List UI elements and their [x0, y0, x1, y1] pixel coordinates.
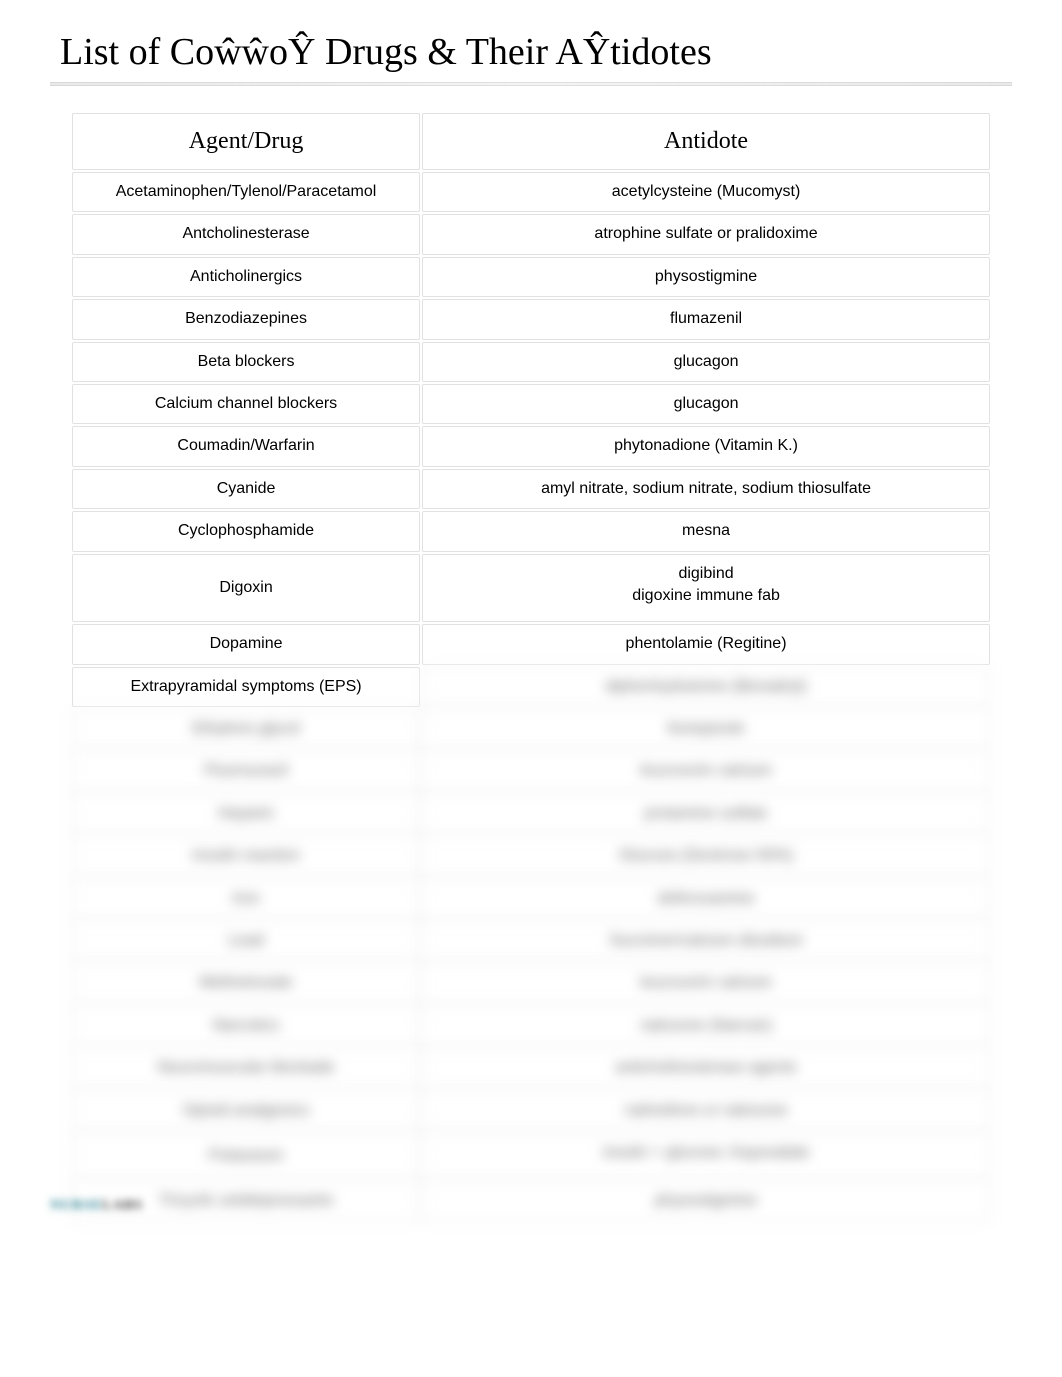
- table-row: Dopaminephentolamie (Regitine): [72, 624, 990, 664]
- table-row: Anticholinergicsphysostigmine: [72, 257, 990, 297]
- table-row: Calcium channel blockersglucagon: [72, 384, 990, 424]
- table-row: Narcoticsnaloxone (Narcan): [72, 1006, 990, 1046]
- antidote-cell: physostigmine: [422, 1181, 990, 1221]
- antidote-cell: nalmefene or naloxone: [422, 1091, 990, 1131]
- table-row: Neuromuscular blockadeanticholinesterase…: [72, 1048, 990, 1088]
- table-row: Beta blockersglucagon: [72, 342, 990, 382]
- agent-cell: Fluorouracil: [72, 751, 420, 791]
- column-header-antidote: Antidote: [422, 113, 990, 170]
- table-row: Acetaminophen/Tylenol/Paracetamolacetylc…: [72, 172, 990, 212]
- agent-cell: Opioid analgesics: [72, 1091, 420, 1131]
- drug-antidote-table-container: Agent/Drug Antidote Acetaminophen/Tyleno…: [70, 111, 992, 1224]
- agent-cell: Insulin reaction: [72, 836, 420, 876]
- agent-cell: Antcholinesterase: [72, 214, 420, 254]
- agent-cell: Acetaminophen/Tylenol/Paracetamol: [72, 172, 420, 212]
- antidote-cell: phytonadione (Vitamin K.): [422, 426, 990, 466]
- table-row: Benzodiazepinesflumazenil: [72, 299, 990, 339]
- table-row: Extrapyramidal symptoms (EPS)diphenhydra…: [72, 667, 990, 707]
- agent-cell: Dopamine: [72, 624, 420, 664]
- antidote-cell: deferoxamine: [422, 879, 990, 919]
- drug-antidote-table: Agent/Drug Antidote Acetaminophen/Tyleno…: [70, 111, 992, 1224]
- table-body: Acetaminophen/Tylenol/Paracetamolacetylc…: [72, 172, 990, 1222]
- table-row: Ethylene glycolfomepizole: [72, 709, 990, 749]
- antidote-cell: glucagon: [422, 384, 990, 424]
- antidote-cell: Glucose (Dextrose 50%): [422, 836, 990, 876]
- antidote-cell: naloxone (Narcan): [422, 1006, 990, 1046]
- agent-cell: Extrapyramidal symptoms (EPS): [72, 667, 420, 707]
- table-row: Antcholinesteraseatrophine sulfate or pr…: [72, 214, 990, 254]
- table-row: Cyanideamyl nitrate, sodium nitrate, sod…: [72, 469, 990, 509]
- agent-cell: Beta blockers: [72, 342, 420, 382]
- table-row: Potassiuminsulin + glucose; Kayexalate: [72, 1133, 990, 1179]
- agent-cell: Heparin: [72, 794, 420, 834]
- antidote-cell: digibinddigoxine immune fab: [422, 554, 990, 623]
- antidote-cell: flumazenil: [422, 299, 990, 339]
- antidote-cell: anticholinesterase agents: [422, 1048, 990, 1088]
- table-row: Coumadin/Warfarinphytonadione (Vitamin K…: [72, 426, 990, 466]
- antidote-cell: diphenhydramine (Benadryl): [422, 667, 990, 707]
- table-row: Tricyclic antidepressantsphysostigmine: [72, 1181, 990, 1221]
- agent-cell: Calcium channel blockers: [72, 384, 420, 424]
- agent-cell: Digoxin: [72, 554, 420, 623]
- agent-cell: Iron: [72, 879, 420, 919]
- table-row: Opioid analgesicsnalmefene or naloxone: [72, 1091, 990, 1131]
- antidote-cell: amyl nitrate, sodium nitrate, sodium thi…: [422, 469, 990, 509]
- antidote-cell: atrophine sulfate or pralidoxime: [422, 214, 990, 254]
- agent-cell: Narcotics: [72, 1006, 420, 1046]
- footer-logo: NURSELABS: [50, 1198, 143, 1214]
- antidote-cell: physostigmine: [422, 257, 990, 297]
- table-row: Heparinprotamine sulfate: [72, 794, 990, 834]
- agent-cell: Lead: [72, 921, 420, 961]
- table-row: LeadSuccimer/calcium disodium: [72, 921, 990, 961]
- footer-brand-1: NURSE: [50, 1198, 102, 1213]
- antidote-cell: acetylcysteine (Mucomyst): [422, 172, 990, 212]
- agent-cell: Benzodiazepines: [72, 299, 420, 339]
- agent-cell: Neuromuscular blockade: [72, 1048, 420, 1088]
- title-underline: [50, 82, 1012, 86]
- antidote-cell: phentolamie (Regitine): [422, 624, 990, 664]
- footer-brand-2: LABS: [102, 1198, 143, 1213]
- antidote-cell: protamine sulfate: [422, 794, 990, 834]
- antidote-cell: mesna: [422, 511, 990, 551]
- table-header-row: Agent/Drug Antidote: [72, 113, 990, 170]
- agent-cell: Cyclophosphamide: [72, 511, 420, 551]
- table-row: Irondeferoxamine: [72, 879, 990, 919]
- table-row: Methotrexateleucovorin calcium: [72, 963, 990, 1003]
- table-row: Digoxindigibinddigoxine immune fab: [72, 554, 990, 623]
- antidote-cell: insulin + glucose; Kayexalate: [422, 1133, 990, 1179]
- antidote-cell: fomepizole: [422, 709, 990, 749]
- agent-cell: Potassium: [72, 1133, 420, 1179]
- agent-cell: Ethylene glycol: [72, 709, 420, 749]
- agent-cell: Cyanide: [72, 469, 420, 509]
- column-header-agent: Agent/Drug: [72, 113, 420, 170]
- agent-cell: Anticholinergics: [72, 257, 420, 297]
- antidote-cell: leucovorin calcium: [422, 963, 990, 1003]
- agent-cell: Methotrexate: [72, 963, 420, 1003]
- antidote-cell: glucagon: [422, 342, 990, 382]
- table-row: Insulin reactionGlucose (Dextrose 50%): [72, 836, 990, 876]
- page-title: List of CoŵŵoŶ Drugs & Their AŶtidotes: [50, 30, 1012, 74]
- table-row: Cyclophosphamidemesna: [72, 511, 990, 551]
- table-row: Fluorouracilleucovorin calcium: [72, 751, 990, 791]
- antidote-cell: Succimer/calcium disodium: [422, 921, 990, 961]
- antidote-cell: leucovorin calcium: [422, 751, 990, 791]
- agent-cell: Coumadin/Warfarin: [72, 426, 420, 466]
